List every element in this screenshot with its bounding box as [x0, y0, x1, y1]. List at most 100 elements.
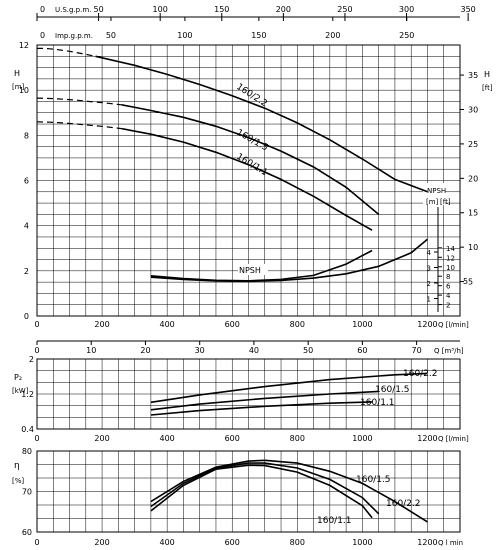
head-curve-160-2-2-dashed: [37, 47, 96, 57]
efficiency-x-tick-label: 400: [160, 538, 175, 547]
npsh-unit-ft: [ft]: [440, 198, 451, 206]
efficiency-x-tick-label: 1000: [352, 538, 372, 547]
npsh-ft-tick-label: 8: [446, 273, 450, 281]
power-y-axis-unit: [kW]: [12, 387, 29, 395]
power-y-tick-label: 1.2: [21, 390, 34, 399]
npsh-m-tick-label: 4: [427, 249, 432, 257]
usgpm-tick-label: 150: [214, 5, 229, 14]
efficiency-x-tick-label: 600: [225, 538, 240, 547]
usgpm-tick-label: 350: [460, 5, 475, 14]
head-ft-tick-label: 25: [468, 140, 478, 149]
q-lmin-tick-label: 1200: [417, 320, 437, 329]
power-curve-160-1-1: [150, 401, 373, 416]
npsh-m-tick-label: 2: [427, 280, 431, 288]
efficiency-curve-160-1-5: [150, 462, 380, 515]
efficiency-x-tick-label: 200: [94, 538, 109, 547]
head-y-tick-label: 12: [19, 41, 29, 50]
m3h-tick-label: 30: [195, 346, 205, 355]
usgpm-tick-label: 250: [337, 5, 352, 14]
power-curve-160-1-5: [150, 390, 379, 411]
head-ft-tick-label: 15: [468, 209, 478, 218]
usgpm-tick-label: 300: [399, 5, 414, 14]
npsh-label-background: [238, 264, 268, 275]
head-y-tick-label: 0: [24, 312, 29, 321]
power-x-tick-label: 0: [34, 434, 39, 443]
power-x-tick-label: 200: [94, 434, 109, 443]
npsh-curve: [150, 249, 373, 282]
head-y-tick-label: 2: [24, 267, 29, 276]
efficiency-curve-160-1-1: [150, 464, 373, 519]
label-160-1-1: 160/1.1: [234, 152, 269, 178]
npsh-m-tick-label: 3: [427, 265, 431, 273]
label-160-1-5: 160/1.5: [235, 128, 270, 153]
m3h-axis-label: Q [m³/h]: [434, 347, 464, 355]
power-x-tick-label: 800: [290, 434, 305, 443]
npsh-axis-label: NPSH: [427, 187, 446, 195]
usgpm-axis-label: U.S.g.p.m.: [55, 6, 91, 14]
q-lmin-tick-label: 1000: [352, 320, 372, 329]
efficiency-curve-160-2-2: [150, 459, 428, 523]
power-label-160-2-2: 160/2.2: [403, 369, 438, 379]
efficiency-label-160-2-2: 160/2.2: [386, 499, 421, 509]
head-y-tick-label: 8: [24, 131, 29, 140]
npsh-curve-label: NPSH: [239, 266, 261, 275]
efficiency-y-tick-label: 80: [22, 447, 32, 456]
label-160-2-2: 160/2.2: [234, 82, 268, 109]
efficiency-label-160-1-5: 160/1.5: [356, 475, 391, 485]
efficiency-y-tick-label: 70: [22, 488, 32, 497]
head-curve-160-1-5-dashed: [36, 97, 122, 106]
power-y-tick-label: 0.4: [21, 425, 34, 434]
npsh-label-background: [423, 183, 445, 205]
power-curve-160-2-2: [150, 372, 428, 404]
efficiency-x-axis-label: Q l min: [438, 539, 463, 547]
npsh-ft-tick-label: 10: [446, 264, 455, 272]
efficiency-x-tick-label: 800: [290, 538, 305, 547]
usgpm-zero-label: 0: [40, 5, 45, 14]
m3h-tick-label: 20: [140, 346, 150, 355]
npsh-ft-tick-label: 6: [446, 283, 451, 291]
efficiency-x-tick-label: 0: [34, 538, 39, 547]
impgpm-zero-label: 0: [40, 31, 45, 40]
npsh-m-tick-label: 1: [427, 296, 431, 304]
impgpm-tick-label: 50: [106, 31, 116, 40]
head-curve-160-1-1: [121, 127, 373, 231]
head-curve-160-1-5: [121, 104, 380, 216]
npsh-unit-m: [m]: [426, 198, 439, 206]
q-lmin-tick-label: 600: [225, 320, 240, 329]
head-ft-tick-label: 5: [468, 278, 473, 287]
efficiency-panel: 60 70 80η [%] 0 200 400 600 800 1000 1200 Q l min 16…: [12, 447, 463, 547]
m3h-tick-label: 70: [412, 346, 422, 355]
m3h-tick-label: 10: [86, 346, 96, 355]
m3h-tick-label: 50: [303, 346, 313, 355]
power-label-160-1-5: 160/1.5: [375, 385, 410, 395]
impgpm-tick-label: 200: [325, 31, 340, 40]
power-label-160-1-1: 160/1.1: [360, 398, 395, 408]
impgpm-axis-label: Imp.g.p.m.: [55, 32, 93, 40]
head-curve-160-2-2: [95, 55, 428, 193]
usgpm-tick-label: 50: [93, 5, 103, 14]
impgpm-tick-label: 100: [177, 31, 192, 40]
efficiency-label-160-1-1: 160/1.1: [317, 516, 352, 526]
npsh-ft-tick-label: 2: [446, 302, 450, 310]
usgpm-tick-label: 200: [276, 5, 291, 14]
power-x-tick-label: 600: [225, 434, 240, 443]
npsh-ft-tick-label: 4: [446, 292, 451, 300]
power-x-tick-label: 400: [160, 434, 175, 443]
head-ft-axis-label: H: [484, 70, 490, 79]
efficiency-y-axis-unit: [%]: [12, 477, 24, 485]
power-x-tick-label: 1000: [352, 434, 372, 443]
power-x-tick-label: 1200: [417, 434, 437, 443]
usgpm-tick-label: 100: [153, 5, 168, 14]
head-ft-axis-unit: [ft]: [482, 84, 493, 92]
power-y-axis-label: P₂: [14, 373, 22, 382]
head-ft-tick-label: 20: [468, 174, 478, 183]
npsh-ft-tick-label: 12: [446, 254, 455, 262]
m3h-tick-label: 40: [249, 346, 259, 355]
q-lmin-tick-label: 200: [94, 320, 109, 329]
head-ft-tick-label: 35: [468, 71, 478, 80]
head-y-tick-label: 6: [24, 177, 29, 186]
m3h-tick-label: 60: [357, 346, 367, 355]
head-y-axis-label: H: [14, 69, 20, 78]
m3h-tick-label: 0: [34, 346, 39, 355]
